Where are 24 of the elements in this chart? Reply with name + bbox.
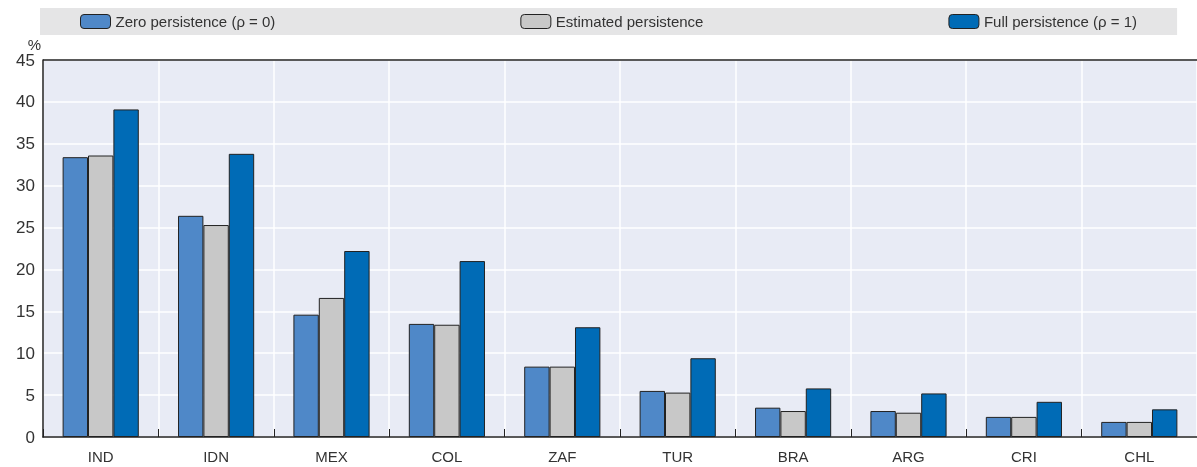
y-tick-label: 10 <box>16 343 35 363</box>
legend-label: Zero persistence (ρ = 0) <box>115 13 276 30</box>
x-tick-label: BRA <box>777 448 809 465</box>
x-tick-label: MEX <box>315 448 348 465</box>
y-tick-label: 30 <box>16 176 35 196</box>
x-tick-label: ZAF <box>548 448 577 465</box>
x-tick-label: CHL <box>1124 448 1155 465</box>
legend-label: Full persistence (ρ = 1) <box>983 13 1138 30</box>
x-tick-label: CRI <box>1010 448 1037 465</box>
x-tick-label: IDN <box>203 448 230 465</box>
x-tick-label: IND <box>87 448 114 465</box>
x-tick-label: TUR <box>662 448 694 465</box>
x-tick-label: COL <box>431 448 463 465</box>
y-tick-label: 45 <box>16 50 35 70</box>
y-tick-label: 15 <box>16 301 35 321</box>
x-tick-label: ARG <box>892 448 925 465</box>
y-tick-label: 20 <box>16 259 35 279</box>
y-tick-label: 40 <box>16 92 35 112</box>
legend-label: Estimated persistence <box>555 13 704 30</box>
y-axis-title: % <box>27 35 41 53</box>
y-tick-label: 25 <box>16 218 35 238</box>
y-tick-label: 0 <box>25 427 35 447</box>
y-tick-label: 35 <box>16 134 35 154</box>
y-tick-label: 5 <box>25 385 35 405</box>
